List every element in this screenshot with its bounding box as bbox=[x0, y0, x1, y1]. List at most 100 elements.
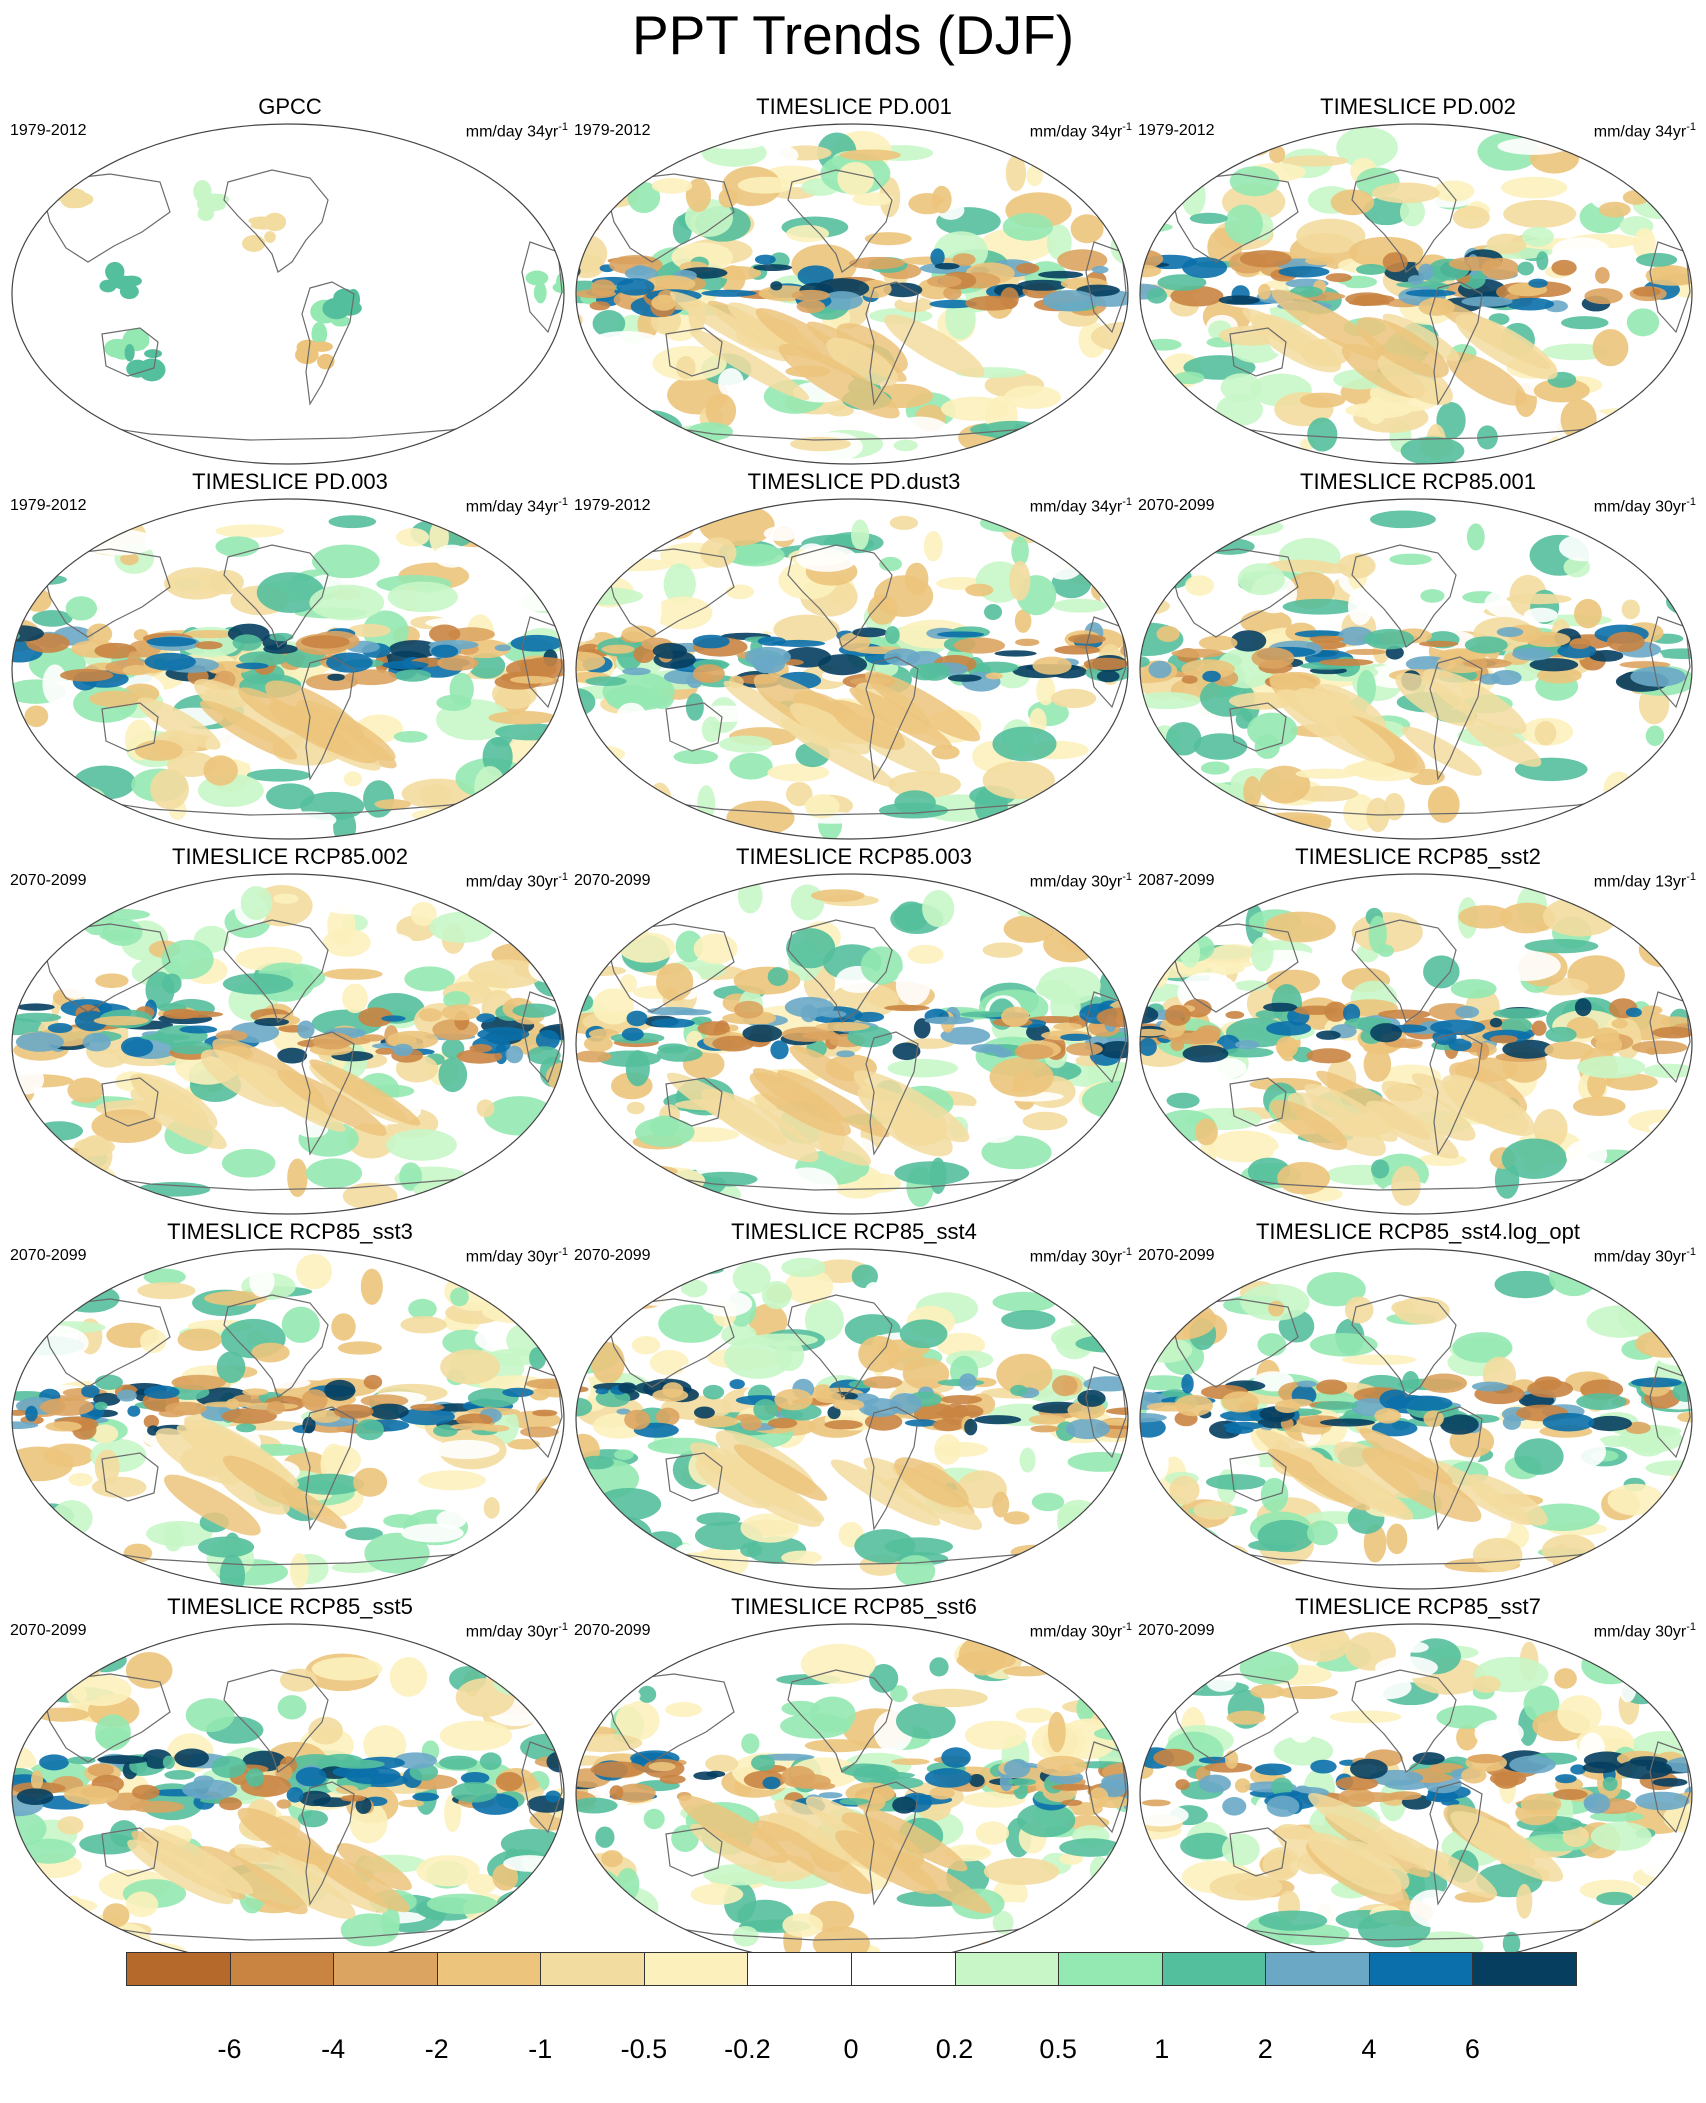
panel-units: mm/day 34yr-1 bbox=[465, 121, 568, 141]
map-panel: TIMESLICE PD.dust3 1979-2012 mm/day 34yr-1 bbox=[572, 469, 1136, 844]
panel-period: 2070-2099 bbox=[10, 1622, 87, 1639]
map-panel: TIMESLICE RCP85_sst2 2087-2099 mm/day 13yr… bbox=[1136, 844, 1700, 1219]
panel-units: mm/day 34yr-1 bbox=[1029, 496, 1132, 516]
colorbar-tick-label: 0 bbox=[843, 2034, 859, 2064]
world-map bbox=[575, 123, 1129, 465]
panel-title: TIMESLICE PD.003 bbox=[192, 469, 388, 494]
panel-title: TIMESLICE RCP85.002 bbox=[172, 844, 408, 869]
map-panel: TIMESLICE RCP85_sst7 2070-2099 mm/day 30yr… bbox=[1136, 1594, 1700, 1969]
colorbar-tick-label: -6 bbox=[217, 2034, 242, 2064]
map-panel: GPCC 1979-2012 mm/day 34yr-1 bbox=[8, 94, 572, 469]
colorbar-tick-label: 6 bbox=[1464, 2034, 1480, 2064]
panel-units: mm/day 30yr-1 bbox=[1593, 1246, 1696, 1266]
panel-units: mm/day 34yr-1 bbox=[465, 496, 568, 516]
colorbar-segment bbox=[229, 1952, 335, 1986]
panel-period: 2070-2099 bbox=[574, 1247, 651, 1264]
colorbar-tick-label: 0.5 bbox=[1039, 2034, 1077, 2064]
panel-units: mm/day 30yr-1 bbox=[1029, 1246, 1132, 1266]
world-map bbox=[1139, 498, 1693, 840]
panel-period: 2070-2099 bbox=[1138, 1247, 1215, 1264]
world-map bbox=[11, 1623, 565, 1965]
world-map bbox=[575, 498, 1129, 840]
world-map bbox=[11, 498, 565, 840]
map-panel: TIMESLICE RCP85_sst3 2070-2099 mm/day 30yr… bbox=[8, 1219, 572, 1594]
panel-period: 2070-2099 bbox=[1138, 497, 1215, 514]
panel-title: TIMESLICE RCP85_sst4 bbox=[731, 1219, 977, 1244]
panel-units: mm/day 30yr-1 bbox=[465, 1621, 568, 1641]
colorbar-tick-label: -0.5 bbox=[620, 2034, 668, 2064]
map-panel: TIMESLICE RCP85_sst4 2070-2099 mm/day 30yr… bbox=[572, 1219, 1136, 1594]
world-map bbox=[575, 1623, 1129, 1965]
panel-units: mm/day 30yr-1 bbox=[465, 1246, 568, 1266]
world-map bbox=[11, 123, 565, 465]
panel-title: TIMESLICE RCP85.001 bbox=[1300, 469, 1536, 494]
panel-units: mm/day 30yr-1 bbox=[1593, 1621, 1696, 1641]
colorbar-tick-label: 0.2 bbox=[935, 2034, 974, 2064]
world-map bbox=[575, 873, 1129, 1215]
map-panel: TIMESLICE RCP85_sst6 2070-2099 mm/day 30yr… bbox=[572, 1594, 1136, 1969]
map-panel: TIMESLICE PD.002 1979-2012 mm/day 34yr-1 bbox=[1136, 94, 1700, 469]
panel-period: 1979-2012 bbox=[574, 122, 651, 139]
colorbar-segment bbox=[1472, 1952, 1577, 1986]
panel-period: 2070-2099 bbox=[574, 1622, 651, 1639]
panel-units: mm/day 30yr-1 bbox=[1029, 1621, 1132, 1641]
world-map bbox=[11, 873, 565, 1215]
panel-grid: GPCC 1979-2012 mm/day 34yr-1 TIMESLICE PD.0… bbox=[8, 94, 1698, 1969]
panel-title: TIMESLICE RCP85_sst4.log_opt bbox=[1255, 1219, 1581, 1244]
panel-period: 2070-2099 bbox=[574, 872, 651, 889]
panel-units: mm/day 30yr-1 bbox=[1029, 871, 1132, 891]
panel-period: 1979-2012 bbox=[574, 497, 651, 514]
panel-units: mm/day 30yr-1 bbox=[1593, 496, 1696, 516]
world-map bbox=[1139, 1623, 1693, 1965]
colorbar-segment bbox=[1368, 1952, 1474, 1986]
panel-units: mm/day 13yr-1 bbox=[1593, 871, 1696, 891]
world-map bbox=[11, 1248, 565, 1590]
panel-title: TIMESLICE PD.002 bbox=[1320, 94, 1516, 119]
colorbar-segment bbox=[540, 1952, 645, 1986]
panel-units: mm/day 34yr-1 bbox=[1593, 121, 1696, 141]
colorbar-segment bbox=[851, 1952, 956, 1986]
panel-units: mm/day 30yr-1 bbox=[465, 871, 568, 891]
colorbar-segment bbox=[1161, 1952, 1267, 1986]
colorbar-tick-label: -4 bbox=[321, 2034, 346, 2064]
colorbar-segment bbox=[954, 1952, 1060, 1986]
colorbar-segment bbox=[1058, 1952, 1163, 1986]
colorbar-tick-label: -2 bbox=[424, 2034, 449, 2064]
map-panel: TIMESLICE RCP85.003 2070-2099 mm/day 30yr-… bbox=[572, 844, 1136, 1219]
colorbar-segment bbox=[436, 1952, 542, 1986]
panel-title: TIMESLICE RCP85_sst2 bbox=[1295, 844, 1541, 869]
panel-title: GPCC bbox=[258, 94, 322, 119]
panel-title: TIMESLICE RCP85_sst5 bbox=[167, 1594, 413, 1619]
panel-period: 2070-2099 bbox=[1138, 1622, 1215, 1639]
panel-period: 2087-2099 bbox=[1138, 872, 1215, 889]
panel-title: TIMESLICE PD.001 bbox=[756, 94, 952, 119]
panel-title: TIMESLICE RCP85_sst6 bbox=[731, 1594, 977, 1619]
colorbar-tick-label: -0.2 bbox=[724, 2034, 771, 2064]
panel-title: TIMESLICE RCP85_sst3 bbox=[167, 1219, 413, 1244]
colorbar-segment bbox=[333, 1952, 438, 1986]
panel-period: 2070-2099 bbox=[10, 872, 87, 889]
panel-units: mm/day 34yr-1 bbox=[1029, 121, 1132, 141]
world-map bbox=[1139, 123, 1693, 465]
world-map bbox=[1139, 873, 1693, 1215]
map-panel: TIMESLICE PD.003 1979-2012 mm/day 34yr-1 bbox=[8, 469, 572, 844]
world-map bbox=[1139, 1248, 1693, 1590]
colorbar-segment bbox=[747, 1952, 852, 1986]
colorbar-tick-label: 4 bbox=[1361, 2034, 1377, 2064]
map-panel: TIMESLICE RCP85_sst4.log_opt 2070-2099 mm/… bbox=[1136, 1219, 1700, 1594]
map-panel: TIMESLICE RCP85.001 2070-2099 mm/day 30yr-… bbox=[1136, 469, 1700, 844]
panel-period: 1979-2012 bbox=[1138, 122, 1215, 139]
world-map bbox=[575, 1248, 1129, 1590]
map-panel: TIMESLICE RCP85.002 2070-2099 mm/day 30yr-… bbox=[8, 844, 572, 1219]
figure-title: PPT Trends (DJF) bbox=[631, 4, 1075, 66]
panel-title: TIMESLICE PD.dust3 bbox=[747, 469, 961, 494]
panel-period: 1979-2012 bbox=[10, 497, 87, 514]
panel-period: 2070-2099 bbox=[10, 1247, 87, 1264]
panel-title: TIMESLICE RCP85.003 bbox=[736, 844, 972, 869]
colorbar-tick-label: -1 bbox=[528, 2034, 553, 2064]
colorbar-tick-label: 2 bbox=[1257, 2034, 1273, 2064]
colorbar-tick-label: 1 bbox=[1154, 2034, 1170, 2064]
map-panel: TIMESLICE PD.001 1979-2012 mm/day 34yr-1 bbox=[572, 94, 1136, 469]
colorbar-segment bbox=[1265, 1952, 1370, 1986]
panel-period: 1979-2012 bbox=[10, 122, 87, 139]
